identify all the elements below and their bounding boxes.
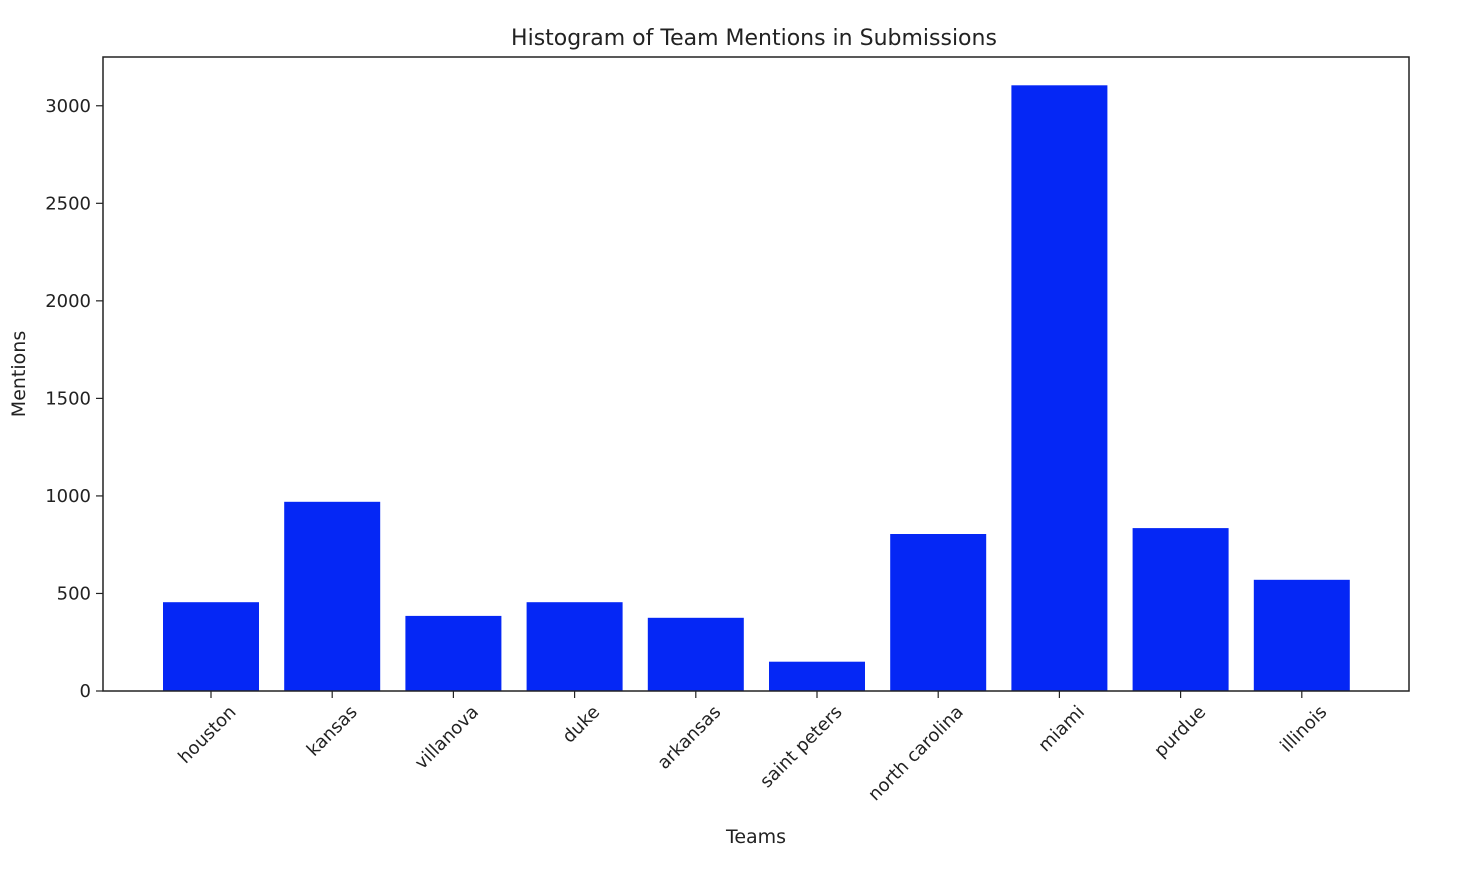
y-tick-label: 2500 xyxy=(45,193,91,214)
x-tick-label: villanova xyxy=(411,702,483,774)
x-tick-label: duke xyxy=(558,702,604,748)
x-axis: houston kansas villanova duke arkansas saint … xyxy=(174,691,1331,805)
x-tick-label: kansas xyxy=(303,702,362,761)
x-axis-label: Teams xyxy=(725,826,786,848)
bar xyxy=(647,617,744,691)
y-tick-label: 2000 xyxy=(45,291,91,312)
y-tick-label: 500 xyxy=(57,583,91,604)
x-tick-label: arkansas xyxy=(653,702,725,774)
x-tick-label: illinois xyxy=(1276,702,1331,757)
y-axis-label: Mentions xyxy=(8,331,30,417)
bar xyxy=(1011,85,1108,692)
x-tick-label: houston xyxy=(174,702,240,768)
x-tick-label: miami xyxy=(1034,702,1089,757)
bar xyxy=(1132,528,1229,691)
bar xyxy=(890,534,987,691)
bar xyxy=(1253,579,1350,691)
y-tick-label: 0 xyxy=(80,681,91,702)
bar xyxy=(405,615,502,691)
y-tick-label: 1500 xyxy=(45,388,91,409)
x-tick-label: purdue xyxy=(1150,702,1210,762)
plot-frame xyxy=(102,56,1410,692)
y-axis: 0 500 1000 1500 2000 2500 3000 xyxy=(45,96,103,702)
y-tick-label: 1000 xyxy=(45,486,91,507)
bars-layer xyxy=(163,85,1350,692)
x-tick-label: saint peters xyxy=(756,702,847,793)
x-tick-label: north carolina xyxy=(864,702,968,806)
y-tick-label: 3000 xyxy=(45,96,91,117)
bar xyxy=(284,501,381,691)
bar xyxy=(163,602,259,691)
bar xyxy=(769,661,865,691)
chart-title: Histogram of Team Mentions in Submission… xyxy=(511,26,997,51)
bar xyxy=(526,602,623,691)
